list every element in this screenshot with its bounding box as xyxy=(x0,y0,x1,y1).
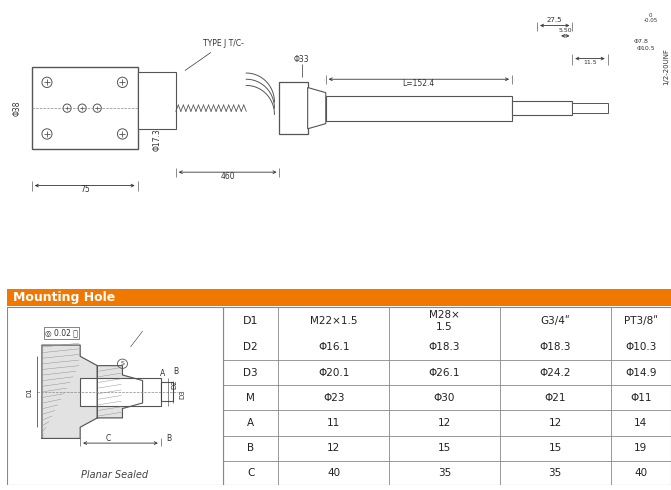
Text: Φ30: Φ30 xyxy=(434,393,455,403)
Text: 12: 12 xyxy=(549,418,562,428)
Text: Mounting Hole: Mounting Hole xyxy=(13,291,115,304)
Text: D3: D3 xyxy=(180,389,186,398)
Text: Φ18.3: Φ18.3 xyxy=(539,343,571,352)
Text: 460: 460 xyxy=(220,172,235,181)
Text: G3/4ʺ: G3/4ʺ xyxy=(540,316,570,326)
Bar xyxy=(7,307,223,485)
Bar xyxy=(32,67,138,149)
Text: A: A xyxy=(247,418,254,428)
Text: 15: 15 xyxy=(438,443,451,453)
Bar xyxy=(80,378,161,406)
Text: Φ11: Φ11 xyxy=(630,393,652,403)
Text: Planar Sealed: Planar Sealed xyxy=(81,469,148,480)
Text: Φ24.2: Φ24.2 xyxy=(539,368,571,378)
Text: Φ23: Φ23 xyxy=(323,393,345,403)
Bar xyxy=(223,307,671,485)
Text: 11: 11 xyxy=(327,418,340,428)
Bar xyxy=(512,101,572,115)
Text: M28×
1.5: M28× 1.5 xyxy=(429,310,460,332)
Text: Φ26.1: Φ26.1 xyxy=(429,368,460,378)
Text: Φ10.3: Φ10.3 xyxy=(625,343,656,352)
Bar xyxy=(7,289,671,306)
Text: D3: D3 xyxy=(244,368,258,378)
Bar xyxy=(325,96,512,121)
Bar xyxy=(279,82,307,134)
Bar xyxy=(161,382,173,401)
Text: M: M xyxy=(246,393,255,403)
Text: Φ21: Φ21 xyxy=(544,393,566,403)
Text: 5.50: 5.50 xyxy=(558,28,572,33)
Text: L=152.4: L=152.4 xyxy=(403,79,435,88)
Text: 1/2-20UNF: 1/2-20UNF xyxy=(663,49,669,85)
Text: 27.5: 27.5 xyxy=(547,17,562,24)
Polygon shape xyxy=(42,345,97,439)
Text: B: B xyxy=(173,367,178,376)
Text: B: B xyxy=(166,434,171,443)
Text: Φ10.5: Φ10.5 xyxy=(637,46,655,51)
Text: ◎ 0.02 Ⓢ: ◎ 0.02 Ⓢ xyxy=(45,329,78,338)
Text: 14: 14 xyxy=(634,418,648,428)
Polygon shape xyxy=(307,88,325,129)
Text: Φ16.1: Φ16.1 xyxy=(318,343,350,352)
Text: Φ14.9: Φ14.9 xyxy=(625,368,656,378)
Text: -0.05: -0.05 xyxy=(643,18,658,23)
Text: S: S xyxy=(121,361,124,366)
Text: 35: 35 xyxy=(549,468,562,478)
Text: 11.5: 11.5 xyxy=(583,60,597,65)
Text: D2: D2 xyxy=(172,379,178,389)
Text: C: C xyxy=(106,434,111,443)
Text: C: C xyxy=(247,468,254,478)
Text: 75: 75 xyxy=(80,185,90,194)
Text: 40: 40 xyxy=(327,468,340,478)
Bar xyxy=(138,72,176,129)
Text: 12: 12 xyxy=(438,418,451,428)
Text: B: B xyxy=(247,443,254,453)
Text: M22×1.5: M22×1.5 xyxy=(310,316,358,326)
Text: A: A xyxy=(160,368,165,378)
Text: Φ20.1: Φ20.1 xyxy=(318,368,350,378)
Text: D1: D1 xyxy=(27,387,33,396)
Text: Φ18.3: Φ18.3 xyxy=(429,343,460,352)
Text: Φ17.3: Φ17.3 xyxy=(152,128,161,150)
Text: TYPE J T/C-: TYPE J T/C- xyxy=(185,39,244,71)
Text: 0: 0 xyxy=(649,13,653,18)
Text: 19: 19 xyxy=(634,443,648,453)
Text: PT3/8ʺ: PT3/8ʺ xyxy=(624,316,658,326)
Text: Φ7.8: Φ7.8 xyxy=(633,39,648,44)
Text: Φ33: Φ33 xyxy=(294,55,309,64)
Text: 15: 15 xyxy=(549,443,562,453)
Text: D2: D2 xyxy=(244,343,258,352)
Text: Φ38: Φ38 xyxy=(12,100,21,116)
Text: D1: D1 xyxy=(243,316,258,326)
Text: 35: 35 xyxy=(438,468,451,478)
Polygon shape xyxy=(97,366,142,418)
Bar xyxy=(572,103,608,113)
Text: 12: 12 xyxy=(327,443,340,453)
Text: 40: 40 xyxy=(634,468,648,478)
